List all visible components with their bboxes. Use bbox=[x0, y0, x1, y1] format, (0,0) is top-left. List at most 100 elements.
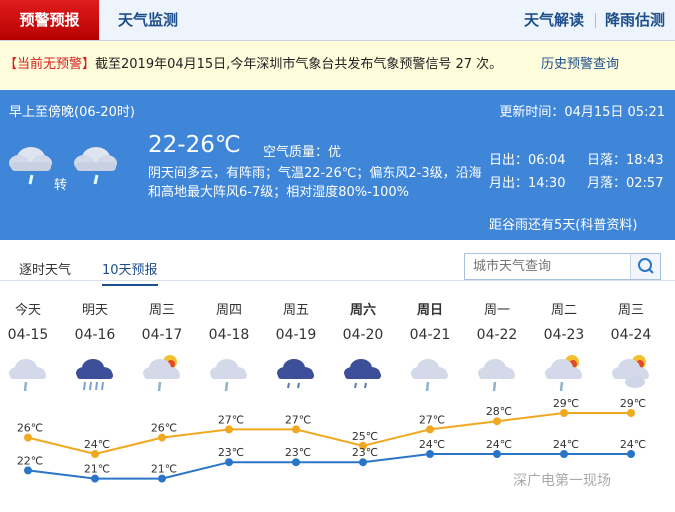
high-temp-point bbox=[426, 425, 434, 434]
forecast-date: 04-23 bbox=[543, 327, 585, 343]
forecast-date: 04-20 bbox=[342, 327, 384, 343]
high-temp-point bbox=[158, 433, 166, 442]
high-temp-line bbox=[27, 412, 631, 456]
high-temp-label: 27℃ bbox=[218, 413, 244, 426]
forecast-weekday: 周一 bbox=[483, 303, 510, 318]
warning-bar: 【当前无预警】截至2019年04月15日,今年深圳市气象台共发布气象预警信号 2… bbox=[0, 41, 675, 89]
warning-text: 截至2019年04月15日,今年深圳市气象台共发布气象预警信号 27 次。 bbox=[95, 57, 503, 72]
forecast-date: 04-18 bbox=[208, 327, 250, 343]
cloud-rain-icon bbox=[74, 147, 117, 185]
search-icon bbox=[638, 258, 654, 274]
divider bbox=[595, 13, 596, 28]
forecast-weekday: 周六 bbox=[349, 303, 376, 318]
city-search-input[interactable] bbox=[465, 254, 631, 279]
high-temp-label: 29℃ bbox=[620, 397, 646, 410]
high-temp-label: 25℃ bbox=[352, 430, 378, 443]
low-temp-label: 24℃ bbox=[553, 438, 579, 451]
high-temp-point bbox=[493, 417, 501, 426]
watermark: 深广电第一现场 bbox=[513, 473, 611, 489]
light-rain-icon bbox=[210, 359, 247, 392]
high-temp-label: 29℃ bbox=[553, 397, 579, 410]
sunrise: 日出：06:04 bbox=[489, 153, 566, 168]
update-time: 更新时间：04月15日 05:21 bbox=[499, 105, 665, 120]
link-rain-estimate[interactable]: 降雨估测 bbox=[605, 11, 666, 29]
city-search bbox=[464, 253, 661, 280]
high-temp-point bbox=[359, 441, 367, 450]
partly-cloudy-icon bbox=[612, 355, 649, 388]
tab-warning-forecast[interactable]: 预警预报 bbox=[0, 0, 99, 40]
forecast-date: 04-17 bbox=[141, 327, 183, 343]
sunset: 日落：18:43 bbox=[587, 153, 664, 168]
low-temp-label: 24℃ bbox=[419, 438, 445, 451]
forecast-weekday: 周五 bbox=[282, 303, 309, 318]
top-nav: 预警预报 天气监测 天气解读 降雨估测 bbox=[0, 0, 675, 41]
light-rain-icon bbox=[9, 359, 46, 392]
link-weather-interpret[interactable]: 天气解读 bbox=[524, 11, 585, 29]
low-temp-point bbox=[560, 450, 568, 458]
dark-rain-icon bbox=[277, 359, 314, 389]
low-temp-label: 24℃ bbox=[486, 438, 512, 451]
low-temp-point bbox=[426, 450, 434, 458]
moonset: 月落：02:57 bbox=[587, 176, 664, 191]
forecast-date: 04-16 bbox=[74, 327, 116, 343]
forecast-weekday: 周四 bbox=[215, 303, 242, 318]
temperature-range: 22-26℃ bbox=[148, 132, 241, 158]
high-temp-label: 28℃ bbox=[486, 405, 512, 418]
forecast-tabs: 逐时天气 10天预报 bbox=[0, 250, 675, 286]
tab-hourly[interactable]: 逐时天气 bbox=[19, 263, 72, 278]
light-rain-icon bbox=[411, 359, 448, 392]
high-temp-point bbox=[560, 409, 568, 417]
forecast-date: 04-22 bbox=[476, 327, 518, 343]
dark-rain-icon bbox=[344, 359, 381, 389]
weather-description: 阴天间多云，有阵雨；气温22-26℃；偏东风2-3级，沿海和高地最大阵风6-7级… bbox=[148, 166, 482, 200]
forecast-weekday: 周二 bbox=[550, 303, 577, 318]
low-temp-label: 23℃ bbox=[218, 446, 244, 459]
search-button[interactable] bbox=[630, 254, 660, 279]
low-temp-label: 21℃ bbox=[84, 463, 110, 476]
low-temp-label: 24℃ bbox=[620, 438, 646, 451]
heavy-rain-icon bbox=[76, 359, 113, 391]
high-temp-label: 26℃ bbox=[17, 422, 43, 435]
cloud-rain-icon bbox=[9, 147, 52, 185]
low-temp-point bbox=[158, 474, 166, 483]
period-label: 早上至傍晚(06-20时) bbox=[9, 105, 135, 120]
low-temp-line bbox=[27, 453, 631, 480]
low-temp-label: 21℃ bbox=[151, 463, 177, 476]
today-panel: 早上至傍晚(06-20时) 更新时间：04月15日 05:21 转 22-26℃… bbox=[0, 90, 675, 240]
forecast-date: 04-24 bbox=[610, 327, 652, 343]
low-temp-point bbox=[493, 450, 501, 458]
low-temp-point bbox=[292, 458, 300, 467]
light-rain-icon bbox=[478, 359, 515, 392]
high-temp-point bbox=[24, 433, 32, 442]
forecast-date: 04-21 bbox=[409, 327, 451, 343]
high-temp-point bbox=[91, 450, 99, 458]
low-temp-label: 23℃ bbox=[285, 446, 311, 459]
moonrise: 月出：14:30 bbox=[489, 176, 566, 191]
history-warning-link[interactable]: 历史预警查询 bbox=[541, 57, 620, 72]
solar-term-link[interactable]: 距谷雨还有5天(科普资料) bbox=[489, 218, 638, 233]
low-temp-point bbox=[91, 474, 99, 483]
forecast-weekday: 周日 bbox=[416, 303, 443, 318]
forecast-date: 04-19 bbox=[275, 327, 317, 343]
low-temp-point bbox=[225, 458, 233, 467]
low-temp-point bbox=[24, 466, 32, 475]
forecast-date: 04-15 bbox=[7, 327, 49, 343]
high-temp-label: 27℃ bbox=[419, 413, 445, 426]
forecast-weekday: 周三 bbox=[148, 303, 175, 318]
temperature-chart: 26℃ 24℃ 26℃ 27℃ 27℃ 25℃ 27℃ 28℃ 29℃ 29℃ 22℃ 21℃ 21℃ 2… bbox=[17, 397, 646, 483]
forecast-weekday: 周三 bbox=[617, 303, 644, 318]
high-temp-point bbox=[292, 425, 300, 434]
low-temp-label: 23℃ bbox=[352, 446, 378, 459]
high-temp-label: 24℃ bbox=[84, 438, 110, 451]
low-temp-point bbox=[627, 450, 635, 458]
sun-rain-icon bbox=[545, 355, 582, 392]
turn-label: 转 bbox=[54, 178, 68, 193]
low-temp-label: 22℃ bbox=[17, 454, 43, 467]
tab-weather-monitor[interactable]: 天气监测 bbox=[118, 11, 179, 29]
tab-ten-day[interactable]: 10天预报 bbox=[102, 259, 158, 286]
high-temp-label: 26℃ bbox=[151, 422, 177, 435]
high-temp-label: 27℃ bbox=[285, 413, 311, 426]
forecast-weekday: 明天 bbox=[81, 303, 108, 318]
low-temp-point bbox=[359, 458, 367, 467]
sun-rain-icon bbox=[143, 355, 180, 392]
